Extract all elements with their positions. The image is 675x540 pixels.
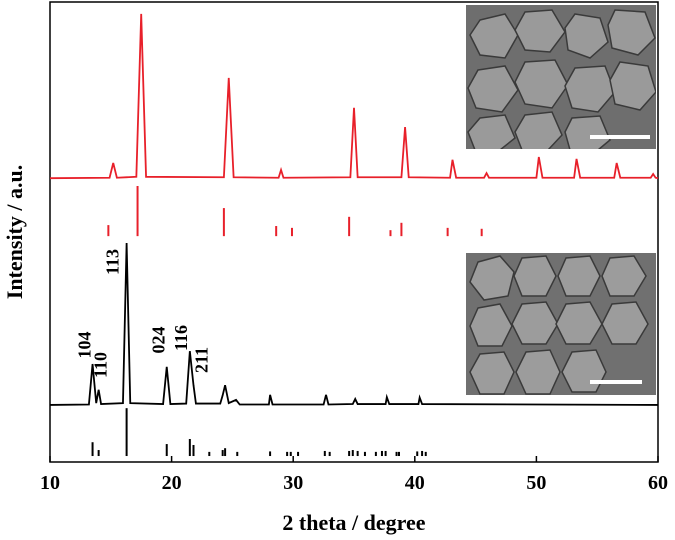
x-tick-label: 40	[405, 472, 425, 494]
x-axis-label: 2 theta / degree	[282, 510, 425, 535]
x-tick-label: 20	[162, 472, 182, 494]
plot-frame	[49, 1, 659, 463]
y-axis-label: Intensity / a.u.	[2, 165, 27, 299]
peak-index-label: 116	[171, 325, 191, 351]
pattern-line	[49, 13, 659, 180]
x-tick-label: 60	[648, 472, 668, 494]
peak-index-label: 024	[149, 327, 169, 354]
x-tick-label: 10	[40, 472, 60, 494]
peak-index-label: 113	[103, 249, 123, 275]
sem-inset-bottom	[464, 251, 658, 397]
pattern-line	[49, 243, 659, 406]
x-tick-label: 50	[526, 472, 546, 494]
sem-inset-top	[464, 3, 658, 151]
peak-index-label: 104	[75, 332, 95, 359]
x-tick-label: 30	[283, 472, 303, 494]
peak-index-label: 110	[91, 352, 111, 378]
peak-index-label: 211	[191, 347, 211, 373]
